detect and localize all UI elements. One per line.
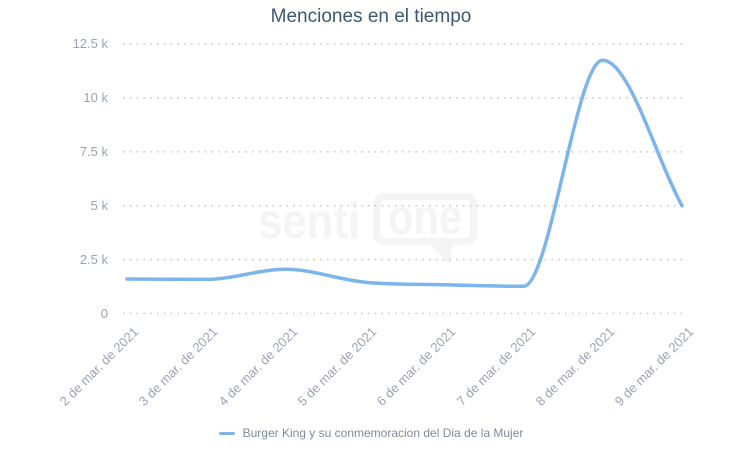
y-axis-label: 12.5 k	[72, 36, 108, 51]
y-axis-label: 10 k	[83, 89, 108, 105]
legend-line-marker-icon	[218, 431, 235, 435]
y-axis-label: 0	[100, 305, 108, 321]
chart-title: Menciones en el tiempo	[270, 6, 472, 27]
y-axis-label: 2.5 k	[79, 251, 108, 267]
series-line[interactable]	[125, 58, 684, 289]
gridlines	[123, 43, 686, 315]
y-axis-label: 5 k	[90, 197, 108, 213]
legend: Burger King y su conmemoracion del Dia d…	[0, 426, 742, 440]
y-axis-label: 7.5 k	[79, 143, 108, 159]
legend-item[interactable]: Burger King y su conmemoracion del Dia d…	[218, 426, 524, 440]
legend-label: Burger King y su conmemoracion del Dia d…	[242, 426, 524, 440]
